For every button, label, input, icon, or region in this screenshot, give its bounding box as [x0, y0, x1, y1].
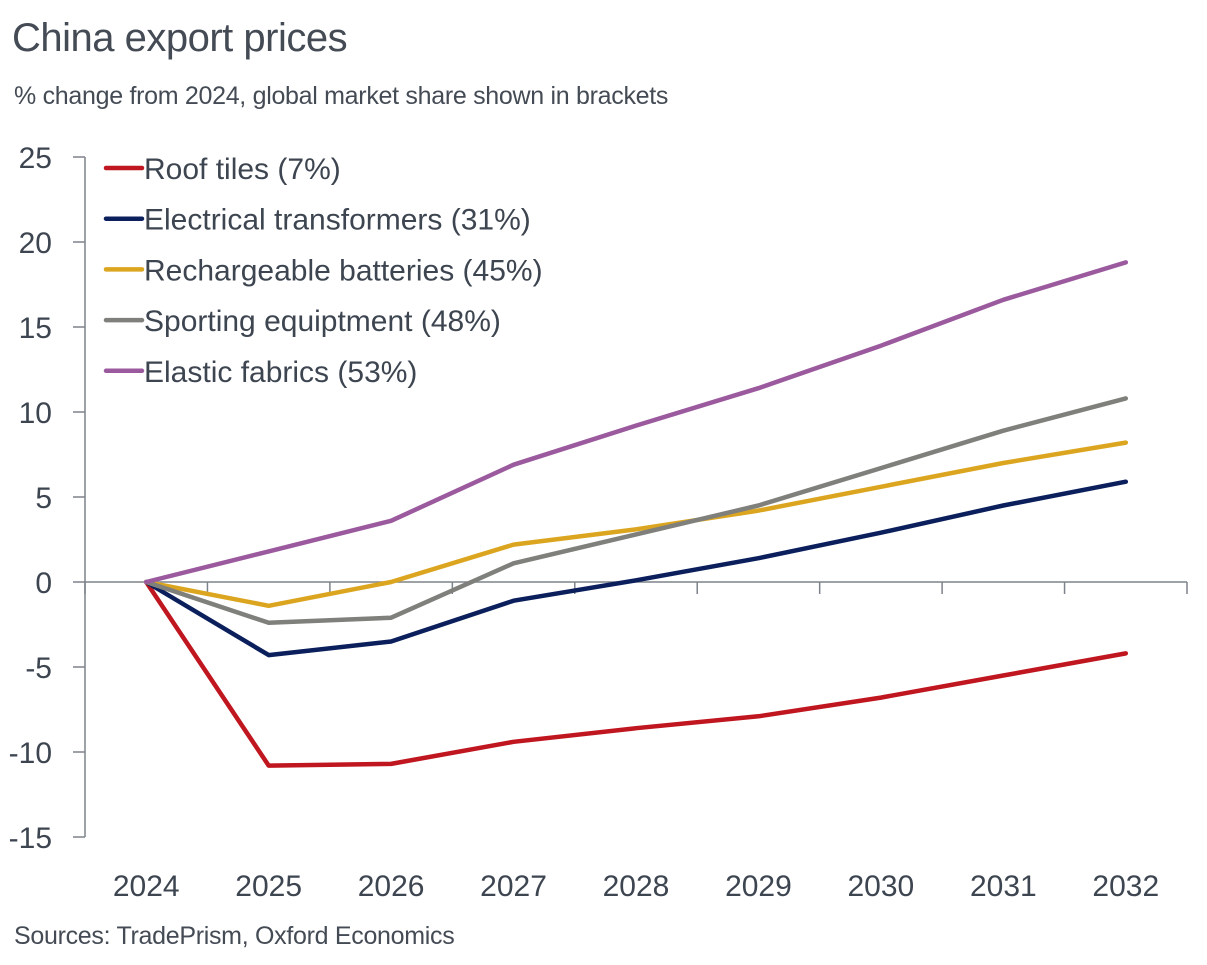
- series-line-electrical-transformers: [143, 479, 1129, 658]
- y-tick-label: 0: [35, 567, 52, 600]
- legend-label: Electrical transformers (31%): [144, 204, 531, 237]
- chart-title: China export prices: [12, 16, 348, 60]
- chart-subtitle: % change from 2024, global market share …: [14, 82, 669, 110]
- legend: Roof tiles (7%) Electrical transformers (…: [103, 153, 543, 389]
- source-note: Sources: TradePrism, Oxford Economics: [14, 922, 455, 950]
- series-lines: [143, 260, 1129, 768]
- x-tick-label: 2026: [358, 870, 425, 903]
- x-tick-label: 2024: [113, 870, 180, 903]
- series-line-roof-tiles: [143, 579, 1129, 768]
- y-tick-label: -15: [9, 822, 52, 855]
- y-tick-label: -10: [9, 737, 52, 770]
- series-line-sporting-equiptment: [143, 396, 1129, 626]
- legend-item-sporting-equiptment: Sporting equiptment (48%): [103, 305, 501, 338]
- x-tick-label: 2029: [725, 870, 792, 903]
- legend-label: Sporting equiptment (48%): [144, 305, 501, 338]
- x-tick-label: 2031: [970, 870, 1037, 903]
- y-axis: 25 20 15 10 5 0 -5 -10 -15: [9, 142, 86, 855]
- x-tick-label: 2032: [1092, 870, 1159, 903]
- x-tick-label: 2030: [848, 870, 915, 903]
- x-axis: 2024 2025 2026 2027 2028 2029 2030 2031 2032: [84, 581, 1188, 903]
- y-tick-label: 20: [19, 227, 52, 260]
- series-line-elastic-fabrics: [143, 260, 1129, 585]
- legend-label: Elastic fabrics (53%): [144, 356, 417, 389]
- y-tick-label: 5: [35, 482, 52, 515]
- x-tick-label: 2025: [235, 870, 302, 903]
- y-tick-label: 10: [19, 397, 52, 430]
- legend-item-elastic-fabrics: Elastic fabrics (53%): [103, 356, 417, 389]
- y-tick-label: 25: [19, 142, 52, 175]
- legend-label: Roof tiles (7%): [144, 153, 341, 186]
- legend-item-roof-tiles: Roof tiles (7%): [103, 153, 341, 186]
- legend-item-rechargeable-batteries: Rechargeable batteries (45%): [103, 254, 543, 287]
- x-tick-label: 2028: [603, 870, 670, 903]
- legend-label: Rechargeable batteries (45%): [144, 254, 543, 287]
- y-tick-label: 15: [19, 312, 52, 345]
- legend-item-electrical-transformers: Electrical transformers (31%): [103, 204, 531, 237]
- x-tick-label: 2027: [480, 870, 547, 903]
- series-line-rechargeable-batteries: [143, 440, 1129, 609]
- y-tick-label: -5: [25, 652, 52, 685]
